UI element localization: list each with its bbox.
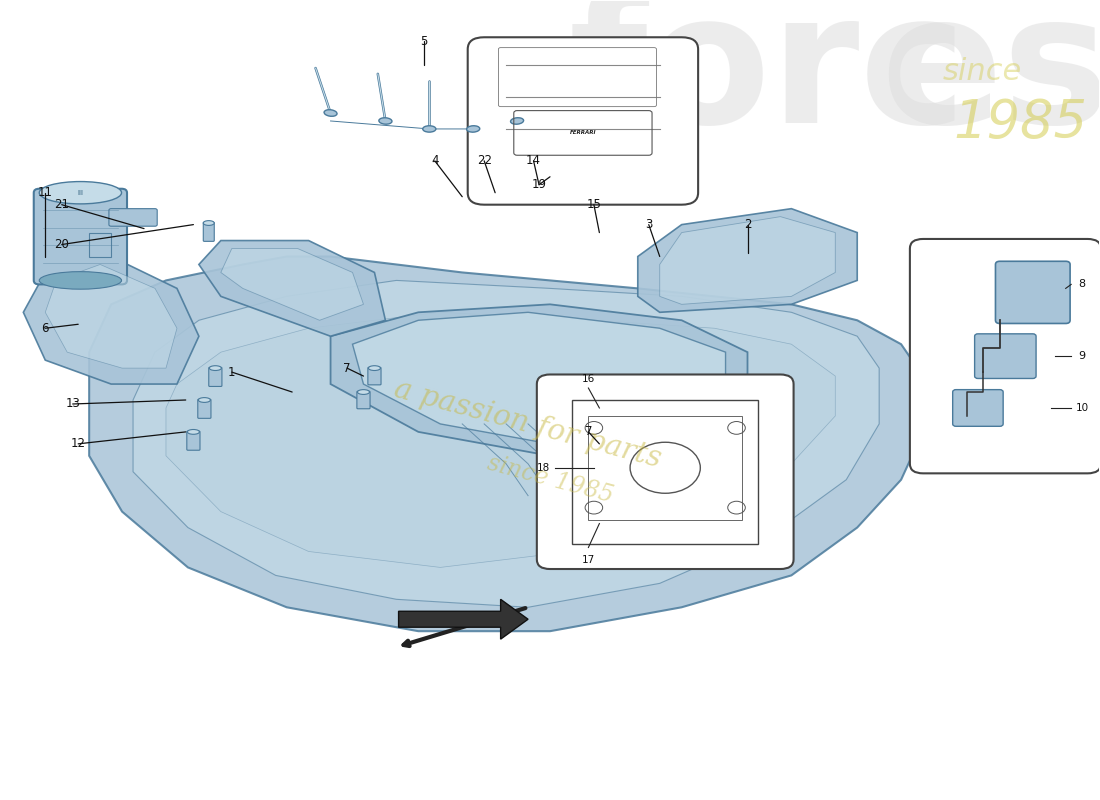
- Ellipse shape: [422, 126, 436, 132]
- Text: 13: 13: [65, 398, 80, 410]
- Text: 14: 14: [526, 154, 541, 167]
- Text: FERRARI: FERRARI: [570, 130, 596, 135]
- Polygon shape: [166, 312, 835, 567]
- FancyBboxPatch shape: [468, 38, 698, 205]
- FancyBboxPatch shape: [910, 239, 1100, 474]
- Text: 7: 7: [585, 426, 592, 438]
- FancyBboxPatch shape: [652, 447, 668, 469]
- Text: 9: 9: [1079, 351, 1086, 361]
- Text: 12: 12: [70, 438, 86, 450]
- Ellipse shape: [358, 390, 370, 394]
- Ellipse shape: [510, 118, 524, 124]
- Ellipse shape: [652, 445, 667, 450]
- Ellipse shape: [187, 430, 199, 434]
- Text: es: es: [880, 0, 1100, 162]
- Ellipse shape: [378, 118, 392, 124]
- FancyBboxPatch shape: [953, 390, 1003, 426]
- Text: 17: 17: [582, 555, 595, 566]
- Polygon shape: [638, 209, 857, 312]
- Ellipse shape: [718, 453, 733, 458]
- Ellipse shape: [619, 445, 634, 450]
- Text: 20: 20: [54, 238, 69, 251]
- Polygon shape: [133, 281, 879, 607]
- Text: 6: 6: [42, 322, 50, 334]
- Ellipse shape: [685, 453, 700, 458]
- Ellipse shape: [368, 366, 381, 370]
- FancyBboxPatch shape: [34, 189, 126, 285]
- Text: since 1985: since 1985: [484, 452, 616, 508]
- FancyBboxPatch shape: [187, 431, 200, 450]
- Text: 2: 2: [744, 218, 751, 231]
- Text: 15: 15: [586, 198, 602, 211]
- FancyBboxPatch shape: [198, 399, 211, 418]
- Polygon shape: [352, 312, 726, 448]
- FancyBboxPatch shape: [109, 209, 157, 226]
- FancyBboxPatch shape: [685, 455, 701, 477]
- FancyBboxPatch shape: [718, 455, 734, 477]
- FancyBboxPatch shape: [209, 367, 222, 386]
- Polygon shape: [331, 304, 748, 456]
- Text: 11: 11: [37, 186, 53, 199]
- Text: 5: 5: [420, 34, 428, 48]
- Ellipse shape: [40, 182, 121, 204]
- Text: since: since: [943, 57, 1022, 86]
- Ellipse shape: [204, 221, 214, 226]
- Text: 21: 21: [54, 198, 69, 211]
- FancyBboxPatch shape: [619, 447, 635, 469]
- Ellipse shape: [324, 110, 337, 116]
- Polygon shape: [660, 217, 835, 304]
- Ellipse shape: [198, 398, 210, 402]
- Text: 3: 3: [645, 218, 652, 231]
- Polygon shape: [398, 599, 528, 639]
- Ellipse shape: [466, 126, 480, 132]
- FancyBboxPatch shape: [586, 447, 602, 469]
- FancyBboxPatch shape: [975, 334, 1036, 378]
- FancyBboxPatch shape: [367, 367, 381, 385]
- Polygon shape: [23, 257, 199, 384]
- Ellipse shape: [586, 445, 601, 450]
- Text: 1985: 1985: [954, 97, 1088, 149]
- Ellipse shape: [209, 366, 221, 370]
- FancyBboxPatch shape: [204, 222, 214, 242]
- Polygon shape: [199, 241, 385, 336]
- Text: 7: 7: [343, 362, 351, 374]
- Text: 18: 18: [537, 462, 550, 473]
- Text: forc: forc: [569, 0, 967, 162]
- Text: 19: 19: [531, 178, 547, 191]
- Polygon shape: [89, 233, 111, 257]
- Text: 16: 16: [582, 374, 595, 384]
- Text: 10: 10: [1076, 403, 1089, 413]
- Text: 8: 8: [1079, 279, 1086, 290]
- FancyBboxPatch shape: [356, 391, 370, 409]
- Polygon shape: [45, 265, 177, 368]
- Text: 1: 1: [228, 366, 235, 378]
- Polygon shape: [221, 249, 363, 320]
- Text: a passion for parts: a passion for parts: [392, 374, 664, 473]
- Text: 22: 22: [476, 154, 492, 167]
- FancyBboxPatch shape: [996, 262, 1070, 323]
- Text: 4: 4: [431, 154, 439, 167]
- FancyBboxPatch shape: [537, 374, 793, 569]
- Text: III: III: [77, 190, 84, 196]
- Polygon shape: [89, 257, 923, 631]
- Ellipse shape: [40, 272, 121, 289]
